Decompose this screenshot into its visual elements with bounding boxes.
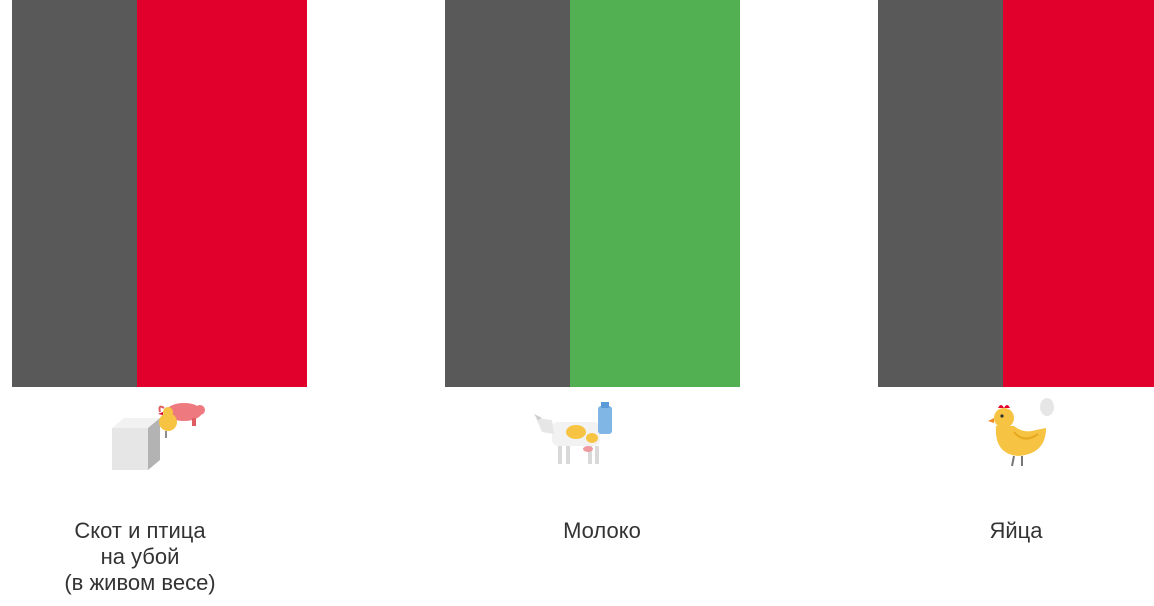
category-label-eggs: Яйца: [886, 518, 1146, 544]
bar-series2-0: [137, 0, 307, 387]
bar-series1-2: [878, 0, 1003, 388]
bar-series1-1: [445, 0, 570, 387]
category-line: на убой: [100, 544, 180, 569]
category-line: Скот и птица: [74, 518, 206, 543]
category-line: (в живом весе): [64, 570, 216, 595]
cow-milk-icon: [534, 402, 612, 464]
category-label-milk: Молоко: [472, 518, 732, 544]
category-line: Яйца: [989, 518, 1043, 543]
bar-series2-1: [570, 0, 740, 387]
category-line: Молоко: [563, 518, 641, 543]
hen-egg-icon: [988, 398, 1054, 467]
bar-series1-0: [12, 0, 137, 388]
category-label-livestock: Скот и птица на убой (в живом весе): [10, 518, 270, 596]
livestock-icon: [112, 403, 205, 470]
bar-series2-2: [1003, 0, 1154, 387]
bars-group: [12, 0, 1154, 388]
